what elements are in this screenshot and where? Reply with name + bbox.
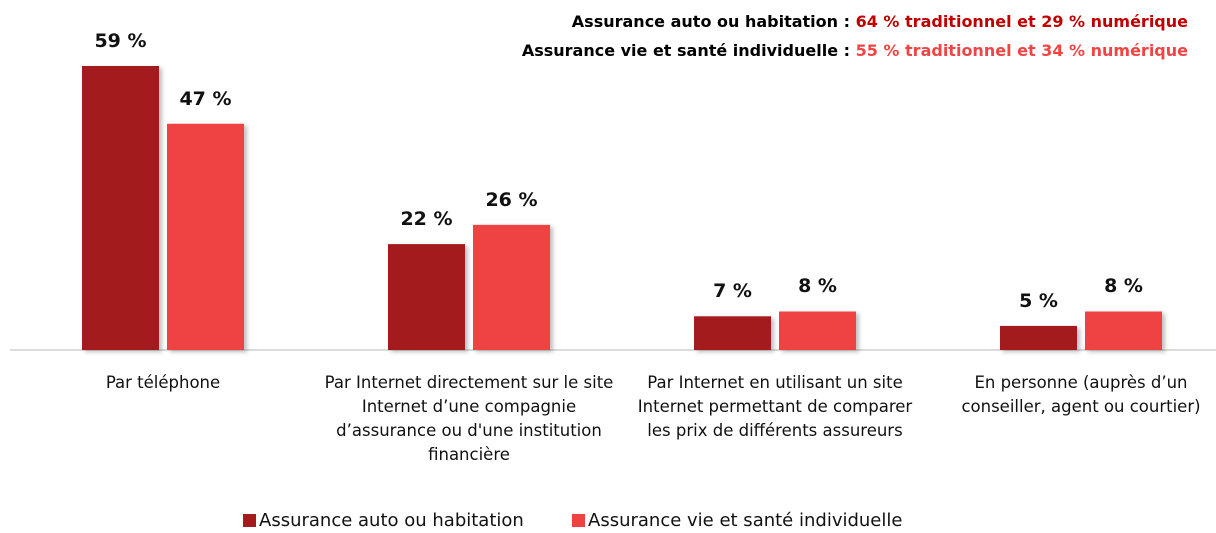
x-tick-label: En personne (auprès d’un conseiller, age…	[961, 373, 1201, 416]
annotation: Assurance auto ou habitation : 64 % trad…	[572, 12, 1188, 31]
annotation-text: 64 % traditionnel et 29 % numérique	[855, 12, 1188, 31]
bar	[82, 66, 159, 350]
data-label: 8 %	[1104, 275, 1143, 298]
annotation-label: Assurance auto ou habitation :	[571, 12, 851, 31]
bar	[167, 123, 244, 350]
data-label: 22 %	[400, 208, 453, 231]
x-tick-label: Par Internet directement sur le site Int…	[324, 373, 614, 464]
bar	[779, 311, 856, 350]
legend-item: Assurance auto ou habitation	[243, 510, 524, 531]
data-label: 5 %	[1019, 289, 1058, 312]
bar	[1000, 325, 1077, 350]
bar	[388, 244, 465, 350]
legend-swatch	[572, 514, 585, 527]
annotation-label: Assurance vie et santé individuelle :	[521, 41, 851, 60]
legend-swatch	[243, 514, 256, 527]
legend-label: Assurance vie et santé individuelle	[588, 510, 903, 531]
data-label: 7 %	[713, 280, 752, 303]
bar	[473, 224, 550, 350]
data-label: 59 %	[94, 30, 147, 52]
bar	[1085, 311, 1162, 350]
data-label: 47 %	[179, 87, 232, 110]
annotation-text: 55 % traditionnel et 34 % numérique	[855, 41, 1188, 60]
legend-item: Assurance vie et santé individuelle	[572, 510, 902, 531]
legend-label: Assurance auto ou habitation	[259, 510, 524, 531]
data-label: 8 %	[798, 275, 837, 298]
data-label: 26 %	[485, 188, 538, 211]
annotation: Assurance vie et santé individuelle : 55…	[522, 41, 1188, 60]
bar	[694, 316, 771, 350]
x-tick-label: Par téléphone	[105, 373, 221, 392]
x-tick-label: Par Internet en utilisant un site Intern…	[637, 373, 913, 440]
